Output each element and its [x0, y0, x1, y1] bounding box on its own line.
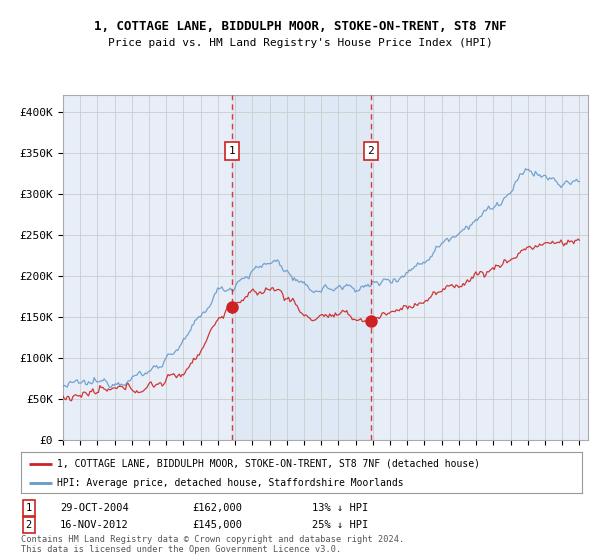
Text: Price paid vs. HM Land Registry's House Price Index (HPI): Price paid vs. HM Land Registry's House …: [107, 38, 493, 48]
Text: 16-NOV-2012: 16-NOV-2012: [60, 520, 129, 530]
Text: 25% ↓ HPI: 25% ↓ HPI: [312, 520, 368, 530]
Text: 2: 2: [367, 146, 374, 156]
Text: 29-OCT-2004: 29-OCT-2004: [60, 503, 129, 513]
Text: 1, COTTAGE LANE, BIDDULPH MOOR, STOKE-ON-TRENT, ST8 7NF: 1, COTTAGE LANE, BIDDULPH MOOR, STOKE-ON…: [94, 20, 506, 34]
Text: 13% ↓ HPI: 13% ↓ HPI: [312, 503, 368, 513]
Text: £162,000: £162,000: [192, 503, 242, 513]
Text: HPI: Average price, detached house, Staffordshire Moorlands: HPI: Average price, detached house, Staf…: [58, 478, 404, 488]
Text: Contains HM Land Registry data © Crown copyright and database right 2024.
This d: Contains HM Land Registry data © Crown c…: [21, 535, 404, 554]
Text: £145,000: £145,000: [192, 520, 242, 530]
Text: 1: 1: [26, 503, 32, 513]
Bar: [232, 95, 371, 440]
Text: 1, COTTAGE LANE, BIDDULPH MOOR, STOKE-ON-TRENT, ST8 7NF (detached house): 1, COTTAGE LANE, BIDDULPH MOOR, STOKE-ON…: [58, 459, 481, 469]
Text: 1: 1: [229, 146, 236, 156]
Text: 2: 2: [26, 520, 32, 530]
